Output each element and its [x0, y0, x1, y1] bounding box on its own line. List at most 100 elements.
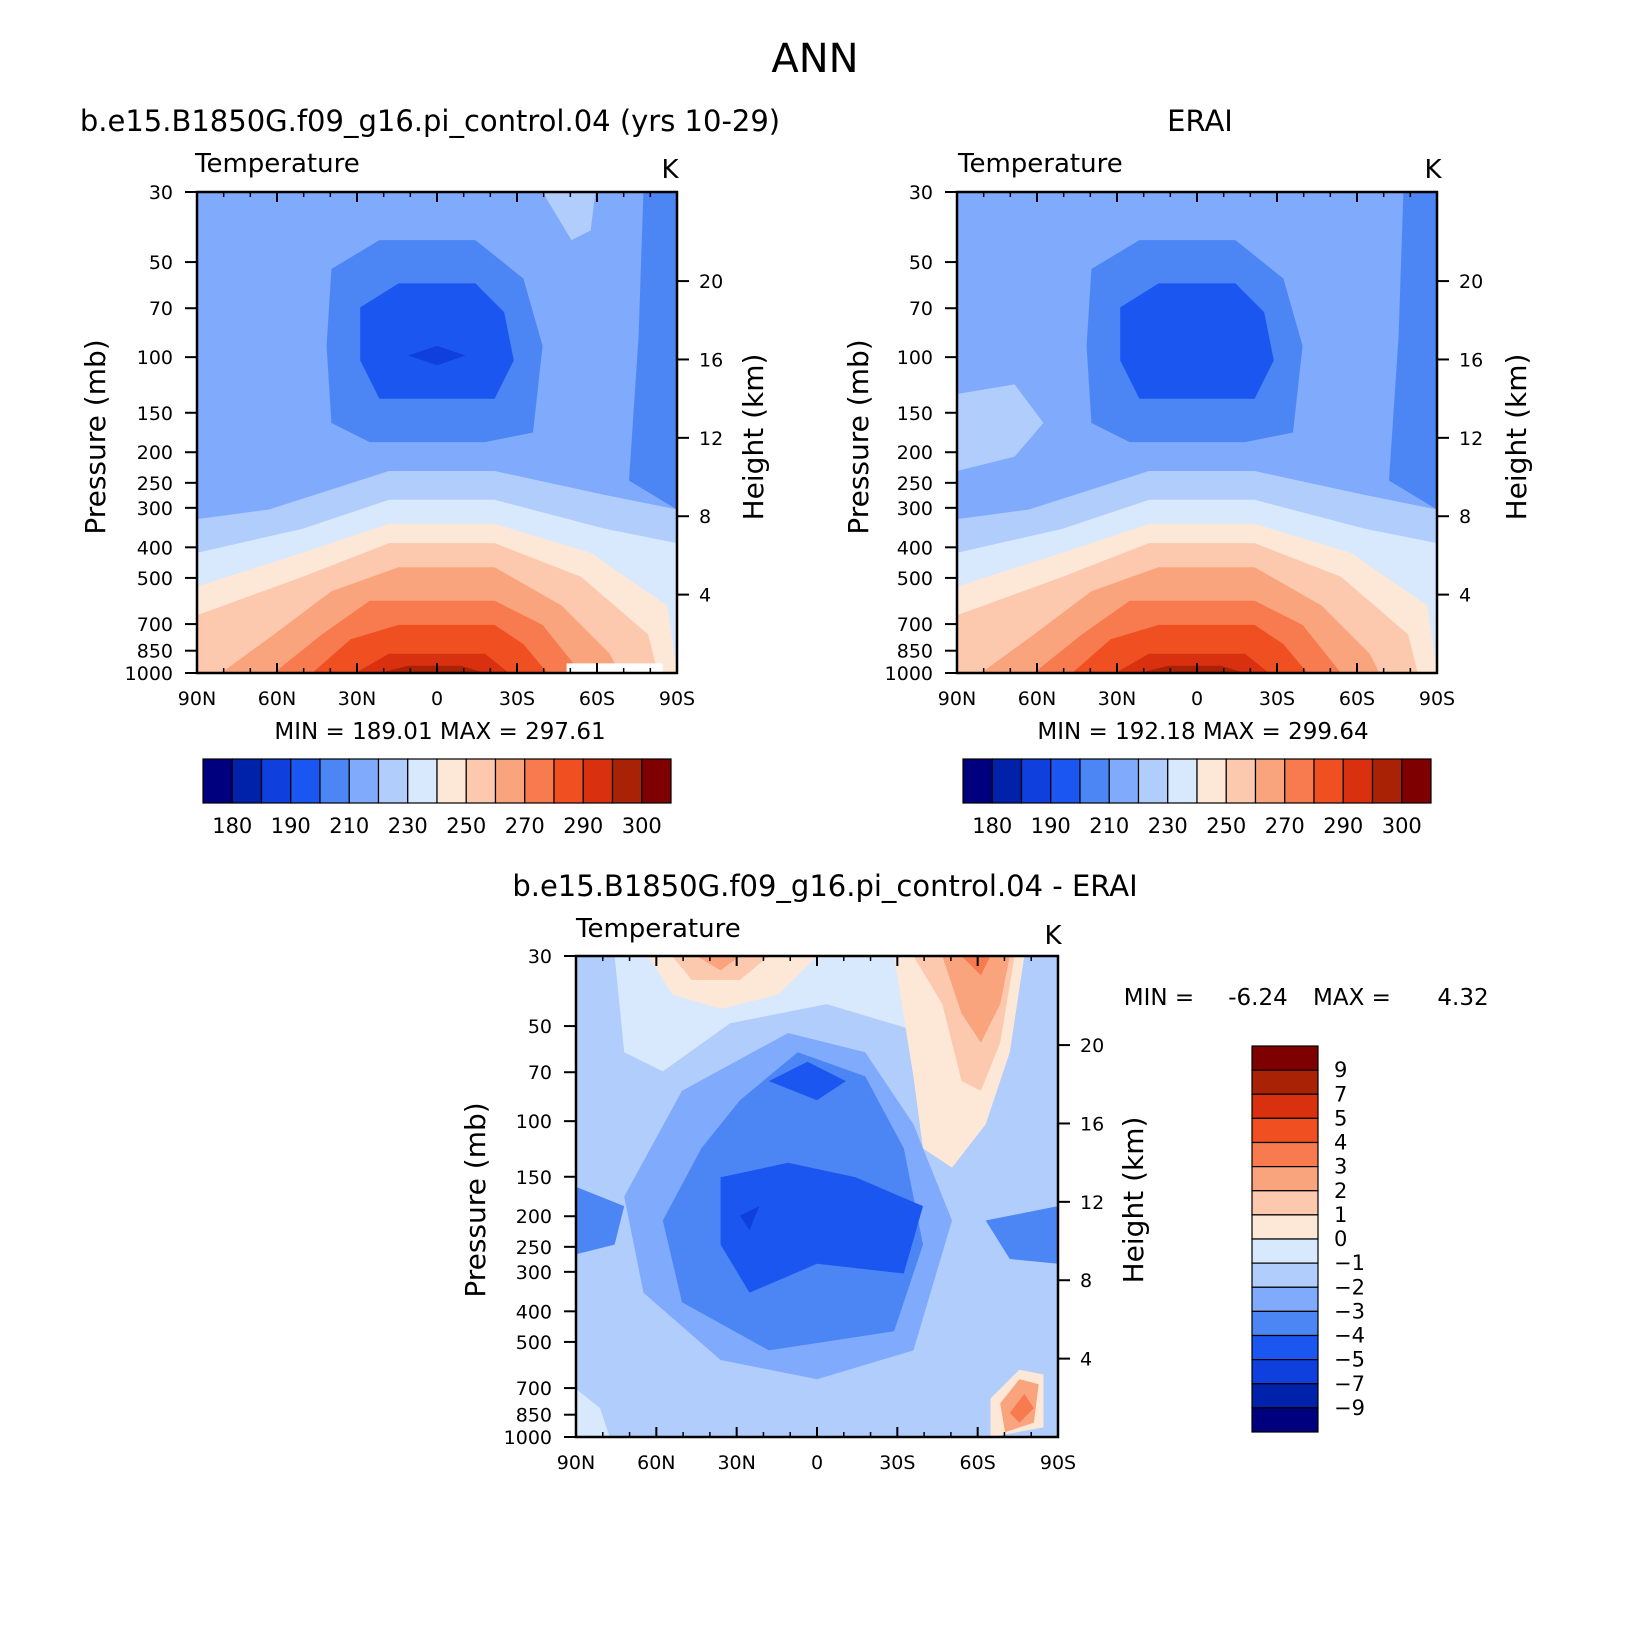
colorbar-swatch	[1371, 758, 1403, 804]
contour-band	[576, 1186, 625, 1255]
y-right-tick-label: 16	[1080, 1113, 1104, 1135]
contour-plot-area: 90N 60N 30N 0 30S 60S 90S 30 50 70 100 150 200 250 300…	[504, 946, 1105, 1474]
panel-variable-label: Temperature	[957, 149, 1123, 179]
colorbar-swatch	[1251, 1407, 1319, 1433]
colorbar-label: −3	[1334, 1299, 1365, 1323]
y-tick-label: 30	[528, 946, 552, 968]
colorbar-swatch	[1251, 1093, 1319, 1119]
stats-min-value: -6.24	[1228, 985, 1288, 1011]
colorbar-swatch	[611, 758, 643, 804]
y-tick-label: 250	[897, 473, 933, 495]
y-tick-label: 70	[149, 298, 173, 320]
colorbar-swatch	[377, 758, 409, 804]
panel-units-label: K	[1044, 921, 1062, 951]
colorbar-swatch	[319, 758, 350, 804]
y-right-tick-label: 20	[1080, 1035, 1104, 1057]
y-right-tick-label: 16	[699, 349, 723, 371]
contour-band	[1389, 192, 1437, 510]
contour-band	[696, 956, 740, 971]
colorbar-label: 1	[1334, 1203, 1347, 1227]
colorbar-swatch	[1254, 758, 1286, 804]
y-tick-label: 850	[897, 641, 933, 663]
colorbar-swatch	[1137, 758, 1169, 804]
x-tick-label: 60N	[637, 1452, 675, 1474]
y-tick-label: 1000	[125, 663, 173, 685]
y-tick-label: 50	[909, 252, 933, 274]
colorbar-swatch	[407, 758, 438, 804]
colorbar-label: −9	[1334, 1396, 1365, 1420]
panel-units-label: K	[661, 155, 679, 185]
y-axis-right-label: Height (km)	[1117, 1117, 1150, 1284]
stats-max-value: 4.32	[1437, 985, 1488, 1011]
y-right-tick-label: 12	[1080, 1192, 1104, 1214]
y-tick-label: 250	[516, 1237, 552, 1259]
contour-band	[1115, 653, 1269, 673]
colorbar-swatch	[260, 758, 292, 804]
colorbar-swatch	[1108, 758, 1140, 804]
y-axis-right-label: Height (km)	[737, 354, 770, 521]
colorbar-swatch	[1251, 1166, 1319, 1192]
colorbar-swatch	[1251, 1117, 1319, 1144]
y-tick-label: 1000	[885, 663, 933, 685]
contour-plot-area: 90N 60N 30N 0 30S 60S 90S 30 50 70 100 150 200 250 300…	[125, 182, 724, 710]
x-tick-label: 30N	[717, 1452, 755, 1474]
y-right-tick-label: 4	[1459, 585, 1471, 607]
colorbar-swatch	[962, 758, 993, 804]
x-tick-label: 30N	[1098, 688, 1136, 710]
colorbar-label: 270	[1265, 814, 1305, 838]
colorbar-swatch	[1342, 758, 1374, 804]
colorbar-label: 230	[388, 814, 428, 838]
y-tick-label: 50	[149, 252, 173, 274]
y-tick-label: 850	[137, 641, 173, 663]
x-tick-label: 60N	[1018, 688, 1056, 710]
y-right-tick-label: 16	[1459, 349, 1483, 371]
colorbar-swatch	[1251, 1262, 1319, 1288]
colorbar: 180 190 210 230 250 270 290 300	[202, 758, 672, 838]
contour-band	[1139, 665, 1245, 673]
contour-band	[985, 1206, 1058, 1264]
colorbar-swatch	[1251, 1069, 1319, 1095]
y-tick-label: 400	[516, 1301, 552, 1323]
contour-band	[408, 345, 466, 366]
colorbar-label: −4	[1334, 1324, 1365, 1348]
x-tick-label: 30S	[499, 688, 535, 710]
contour-band	[542, 192, 596, 241]
y-axis-label: Pressure (mb)	[459, 1102, 492, 1297]
panel-title: ERAI	[1167, 104, 1233, 138]
colorbar-label: 210	[329, 814, 369, 838]
panel-erai: ERAI Temperature K 90N 60N 30N 0 30S 60S 90S 30…	[842, 104, 1533, 838]
y-tick-label: 700	[897, 614, 933, 636]
y-tick-label: 300	[137, 498, 173, 520]
contour-band	[576, 1388, 610, 1437]
y-tick-label: 50	[528, 1016, 552, 1038]
colorbar-label: 7	[1334, 1082, 1347, 1106]
colorbar-swatch	[436, 758, 467, 804]
colorbar-label: 300	[622, 814, 662, 838]
colorbar-swatch	[1251, 1238, 1319, 1264]
contour-band	[768, 1061, 846, 1101]
y-tick-label: 300	[516, 1262, 552, 1284]
panel-units-label: K	[1424, 155, 1442, 185]
y-tick-label: 850	[516, 1405, 552, 1427]
colorbar-swatch	[1251, 1190, 1319, 1216]
colorbar-label: −7	[1334, 1372, 1365, 1396]
colorbar-swatch	[465, 758, 497, 804]
colorbar-label: −5	[1334, 1348, 1365, 1372]
stats-label: MIN = 189.01 MAX = 297.61	[274, 719, 605, 745]
colorbar-swatch	[1284, 758, 1315, 804]
colorbar-swatch	[290, 758, 321, 804]
colorbar-swatch	[1251, 1286, 1319, 1312]
colorbar-label: 180	[212, 814, 252, 838]
colorbar-swatch	[1251, 1383, 1319, 1409]
y-tick-label: 200	[516, 1206, 552, 1228]
x-tick-label: 0	[1191, 688, 1203, 710]
contour-fills	[197, 192, 677, 673]
colorbar-label: 3	[1334, 1155, 1347, 1179]
x-tick-label: 60N	[258, 688, 296, 710]
colorbar-swatch	[1401, 758, 1432, 804]
colorbar-swatch	[1251, 1141, 1319, 1168]
colorbar: 180 190 210 230 250 270 290 300	[962, 758, 1432, 838]
y-tick-label: 500	[137, 568, 173, 590]
x-tick-label: 60S	[579, 688, 615, 710]
